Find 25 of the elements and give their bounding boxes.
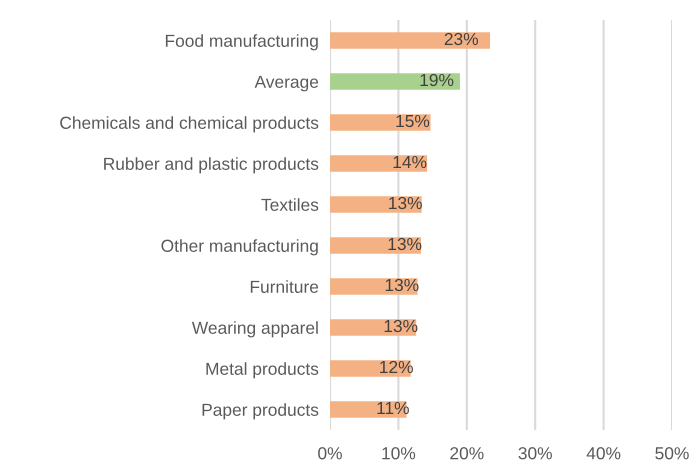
y-tick-label: Paper products [202,403,318,420]
data-label: 14% [394,156,426,168]
x-tick-label: 30% [518,447,552,460]
bar [330,73,460,90]
data-label: 19% [420,74,454,86]
data-label: 23% [444,32,478,46]
y-tick-label: Average [254,76,318,92]
y-tick-label: Food manufacturing [166,34,318,50]
x-tick-label: 10% [382,447,416,460]
y-tick-label: Metal products [206,362,318,378]
data-label: 15% [396,114,430,128]
y-tick-label: Furniture [250,280,318,293]
x-tick-label: 20% [450,447,484,460]
y-tick-label: Chemicals and chemical products [60,116,318,132]
x-tick-label: 0% [318,447,342,460]
bar [330,114,431,131]
y-tick-label: Other manufacturing [161,239,318,256]
data-label: 13% [389,196,422,210]
x-tick-label: 40% [586,447,620,460]
y-tick-label: Textiles [261,198,318,211]
y-tick-label: Rubber and plastic products [104,157,318,174]
x-tick-label: 50% [655,447,689,460]
y-tick-label: Wearing apparel [192,321,318,338]
bar [330,155,428,172]
bar [330,32,490,49]
